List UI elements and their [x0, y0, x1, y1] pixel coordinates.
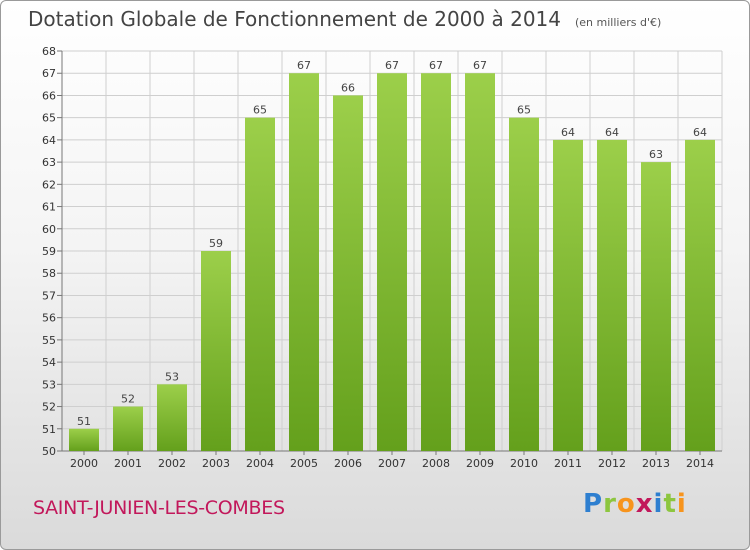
y-tick-label: 62	[42, 178, 56, 191]
bar	[421, 73, 451, 451]
data-label: 66	[341, 81, 355, 94]
data-label: 64	[605, 126, 619, 139]
data-label: 65	[517, 104, 531, 117]
x-tick-label: 2002	[158, 457, 186, 470]
bar	[69, 428, 99, 451]
logo-letter: i	[676, 489, 687, 519]
y-tick-label: 61	[42, 201, 56, 214]
data-label: 67	[429, 59, 443, 72]
y-tick-label: 67	[42, 67, 56, 80]
bar	[597, 139, 627, 451]
x-tick-label: 2000	[70, 457, 98, 470]
bar	[553, 139, 583, 451]
bar	[685, 139, 715, 451]
x-tick-label: 2011	[554, 457, 582, 470]
x-tick-label: 2010	[510, 457, 538, 470]
x-tick-label: 2005	[290, 457, 318, 470]
y-tick-label: 60	[42, 223, 56, 236]
y-tick-label: 66	[42, 89, 56, 102]
y-tick-label: 55	[42, 334, 56, 347]
x-tick-label: 2012	[598, 457, 626, 470]
bar	[377, 73, 407, 451]
data-label: 67	[297, 59, 311, 72]
y-tick-label: 59	[42, 245, 56, 258]
x-tick-label: 2001	[114, 457, 142, 470]
bar	[333, 95, 363, 451]
chart-title-text: Dotation Globale de Fonctionnement de 20…	[28, 7, 561, 31]
logo-letter: r	[603, 489, 617, 519]
y-tick-label: 56	[42, 312, 56, 325]
x-tick-label: 2008	[422, 457, 450, 470]
x-tick-label: 2014	[686, 457, 714, 470]
y-tick-label: 52	[42, 401, 56, 414]
y-tick-label: 53	[42, 378, 56, 391]
y-tick-label: 58	[42, 267, 56, 280]
data-label: 64	[693, 126, 707, 139]
data-label: 67	[385, 59, 399, 72]
data-labels: 51 52 53 59 65 67 66 67 67 67 65 64 64 63 64	[77, 59, 707, 428]
x-tick-label: 2006	[334, 457, 362, 470]
bar	[201, 251, 231, 451]
data-label: 65	[253, 104, 267, 117]
y-tick-label: 50	[42, 445, 56, 458]
logo-letter: i	[653, 489, 664, 519]
y-tick-label: 54	[42, 356, 56, 369]
logo-letter: t	[663, 489, 677, 519]
x-tick-label: 2009	[466, 457, 494, 470]
x-tick-label: 2007	[378, 457, 406, 470]
bar	[641, 162, 671, 451]
data-label: 52	[121, 393, 135, 406]
bar	[113, 406, 143, 451]
bar	[465, 73, 495, 451]
data-label: 67	[473, 59, 487, 72]
x-tick-label: 2003	[202, 457, 230, 470]
chart-title: Dotation Globale de Fonctionnement de 20…	[28, 7, 661, 31]
data-label: 53	[165, 370, 179, 383]
bar	[245, 117, 275, 452]
data-label: 63	[649, 148, 663, 161]
bar	[157, 384, 187, 451]
data-label: 51	[77, 415, 91, 428]
y-tick-label: 68	[42, 45, 56, 58]
y-tick-label: 63	[42, 156, 56, 169]
chart-unit: (en milliers d'€)	[575, 16, 662, 29]
data-label: 64	[561, 126, 575, 139]
bars	[69, 73, 715, 452]
commune-name: SAINT-JUNIEN-LES-COMBES	[33, 497, 285, 519]
logo-letter: P	[583, 489, 604, 519]
y-tick-label: 57	[42, 289, 56, 302]
bar	[289, 73, 319, 451]
logo-letter: x	[635, 489, 654, 519]
proxiti-logo[interactable]: Proxiti	[583, 489, 687, 519]
y-tick-label: 65	[42, 112, 56, 125]
x-tick-label: 2004	[246, 457, 274, 470]
data-label: 59	[209, 237, 223, 250]
logo-letter: o	[616, 489, 636, 519]
y-tick-label: 64	[42, 134, 56, 147]
bar	[509, 117, 539, 452]
y-tick-label: 51	[42, 423, 56, 436]
x-tick-label: 2013	[642, 457, 670, 470]
